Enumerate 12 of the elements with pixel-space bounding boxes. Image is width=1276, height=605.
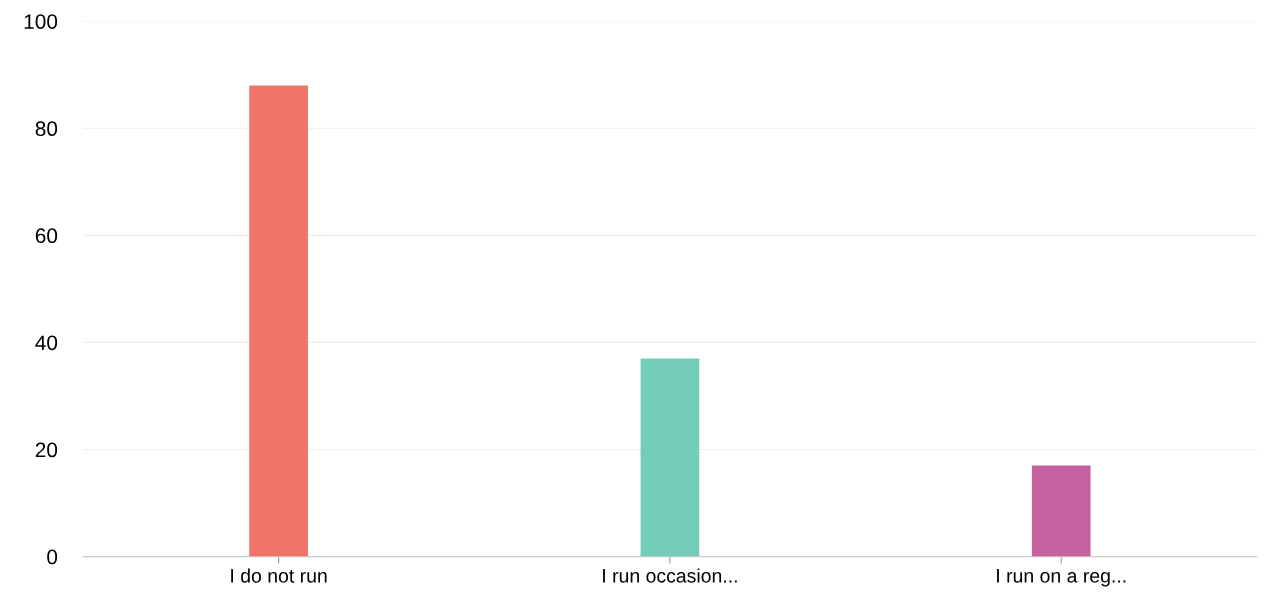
x-tick-label: I run on a reg... bbox=[997, 569, 1126, 587]
y-tick-label: 100 bbox=[24, 14, 58, 29]
y-tick-label: 20 bbox=[35, 442, 58, 458]
y-tick-label: 0 bbox=[47, 549, 58, 565]
x-tick-label: I do not run bbox=[231, 568, 327, 583]
y-tick-label: 40 bbox=[35, 335, 58, 351]
x-tick-label: I run occasion... bbox=[603, 568, 737, 583]
bar bbox=[249, 85, 308, 557]
bar bbox=[1031, 465, 1091, 557]
bar bbox=[640, 358, 700, 557]
y-tick-label: 80 bbox=[35, 121, 58, 137]
y-tick-label: 60 bbox=[35, 228, 58, 244]
